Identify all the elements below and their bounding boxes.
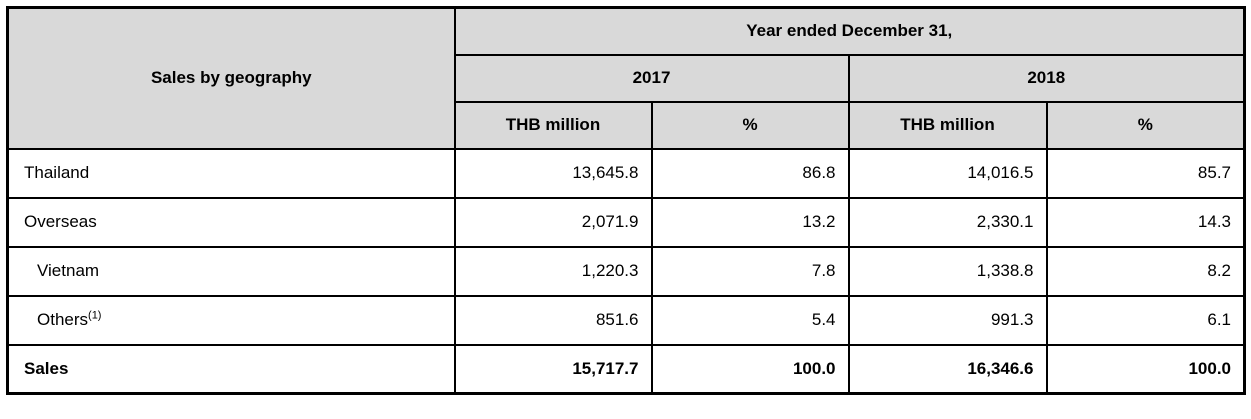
year-2018-header: 2018 (847, 53, 1246, 103)
header-row-1: Sales by geography Year ended December 3… (6, 6, 1246, 150)
corner-header-sales-by-geography: Sales by geography (6, 6, 456, 150)
value-vietnam-pct-2017: 7.8 (650, 245, 850, 297)
value-others-pct-2018: 6.1 (1045, 294, 1246, 346)
row-label-sales: Sales (6, 343, 456, 395)
table-row-others: Others(1) 851.6 5.4 991.3 6.1 (6, 294, 1246, 346)
row-label-others: Others(1) (6, 294, 456, 346)
table-body: Thailand 13,645.8 86.8 14,016.5 85.7 Ove… (6, 147, 1246, 395)
value-sales-pct-2017: 100.0 (650, 343, 850, 395)
table-row-thailand: Thailand 13,645.8 86.8 14,016.5 85.7 (6, 147, 1246, 199)
value-thailand-thb-2018: 14,016.5 (847, 147, 1048, 199)
value-sales-pct-2018: 100.0 (1045, 343, 1246, 395)
value-overseas-pct-2017: 13.2 (650, 196, 850, 248)
value-thailand-pct-2017: 86.8 (650, 147, 850, 199)
year-2017-header: 2017 (453, 53, 850, 103)
value-others-thb-2017: 851.6 (453, 294, 653, 346)
row-label-overseas: Overseas (6, 196, 456, 248)
value-others-pct-2017: 5.4 (650, 294, 850, 346)
table-row-overseas: Overseas 2,071.9 13.2 2,330.1 14.3 (6, 196, 1246, 248)
value-thailand-pct-2018: 85.7 (1045, 147, 1246, 199)
header-row-3: THB million % THB million % (8, 100, 1246, 150)
value-sales-thb-2018: 16,346.6 (847, 343, 1048, 395)
row-label-text: Sales (24, 358, 69, 378)
value-sales-thb-2017: 15,717.7 (453, 343, 653, 395)
value-overseas-thb-2018: 2,330.1 (847, 196, 1048, 248)
row-label-text: Others (37, 310, 89, 329)
value-vietnam-thb-2018: 1,338.8 (847, 245, 1048, 297)
sales-by-geography-table: Sales by geography Year ended December 3… (6, 6, 1247, 395)
col-header-thb-million-2018: THB million (847, 100, 1048, 150)
value-vietnam-thb-2017: 1,220.3 (453, 245, 653, 297)
table-row-vietnam: Vietnam 1,220.3 7.8 1,338.8 8.2 (6, 245, 1246, 297)
col-header-percent-2018: % (1045, 100, 1246, 150)
row-label-text: Overseas (24, 212, 97, 231)
row-label-vietnam: Vietnam (6, 245, 456, 297)
row-label-thailand: Thailand (6, 147, 456, 199)
table-row-sales-total: Sales 15,717.7 100.0 16,346.6 100.0 (6, 343, 1246, 395)
value-overseas-pct-2018: 14.3 (1045, 196, 1246, 248)
value-thailand-thb-2017: 13,645.8 (453, 147, 653, 199)
col-header-thb-million-2017: THB million (453, 100, 653, 150)
value-others-thb-2018: 991.3 (847, 294, 1048, 346)
col-header-percent-2017: % (650, 100, 850, 150)
value-vietnam-pct-2018: 8.2 (1045, 245, 1246, 297)
footnote-marker: (1) (88, 309, 102, 322)
year-ended-header: Year ended December 31, (453, 6, 1246, 56)
table-header: Sales by geography Year ended December 3… (6, 6, 1246, 150)
row-label-text: Vietnam (37, 261, 100, 280)
header-row-2: 2017 2018 (8, 53, 1246, 103)
row-label-text: Thailand (24, 163, 90, 182)
value-overseas-thb-2017: 2,071.9 (453, 196, 653, 248)
